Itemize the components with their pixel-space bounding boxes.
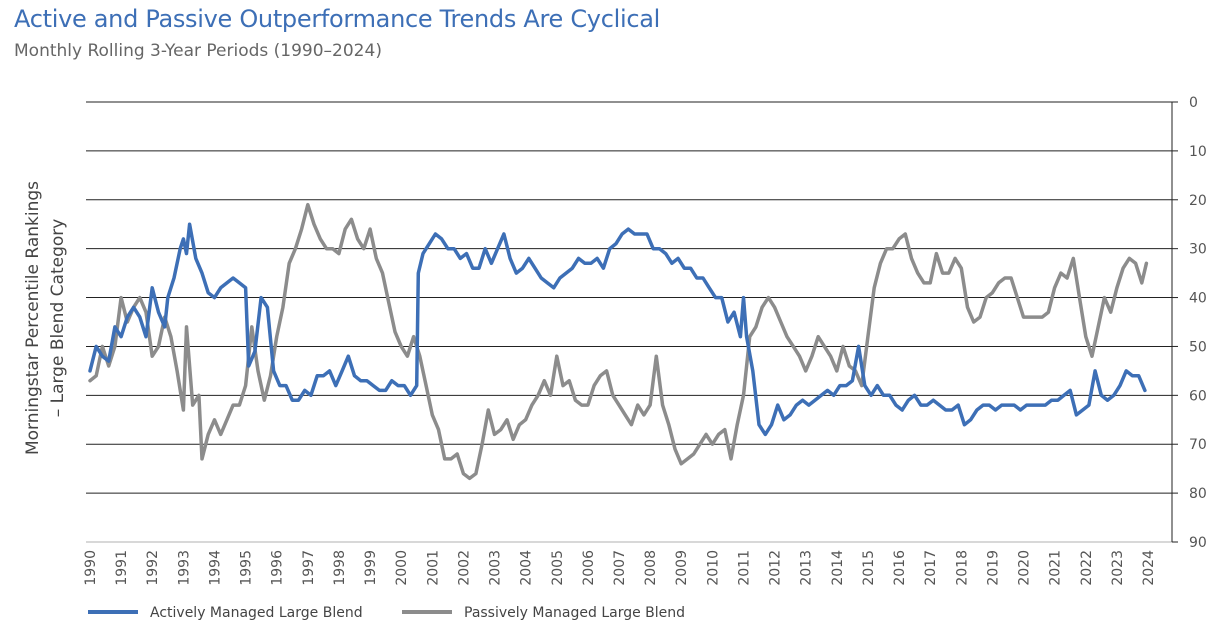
x-tick-label: 2010 [705,550,721,586]
y-tick-label: 90 [1189,535,1207,551]
y-axis-label-line-2: – Large Blend Category [48,219,68,418]
x-tick-label: 2009 [674,550,690,586]
y-tick-label: 80 [1189,486,1207,502]
x-tick-label: 1992 [145,550,161,586]
legend-label-active: Actively Managed Large Blend [150,605,363,621]
x-tick-label: 1991 [114,550,130,586]
series-lines [88,202,1149,481]
x-tick-label: 1998 [332,550,348,586]
x-tick-label: 1994 [207,550,223,586]
x-tick-label: 2022 [1079,550,1095,586]
y-tick-label: 0 [1189,95,1198,111]
series-line-passively-managed [88,202,1149,481]
x-tick-label: 1996 [270,550,286,586]
y-tick-label: 70 [1189,437,1207,453]
x-tick-label: 2003 [488,550,504,586]
series-line-actively-managed [88,222,1147,437]
y-axis-ticks: 0 10 20 30 40 50 60 70 80 90 [1189,95,1207,551]
legend: Actively Managed Large Blend Passively M… [88,605,685,621]
x-tick-label: 2016 [892,550,908,586]
y-tick-label: 30 [1189,242,1207,258]
x-tick-label: 2004 [519,550,535,586]
y-axis-label-line-1: Morningstar Percentile Rankings [23,181,43,455]
y-tick-label: 50 [1189,339,1207,355]
chart-title: Active and Passive Outperformance Trends… [14,5,660,33]
x-tick-label: 2021 [1048,550,1064,586]
chart-subtitle: Monthly Rolling 3-Year Periods (1990–202… [14,41,382,61]
x-tick-label: 2023 [1110,550,1126,586]
x-tick-label: 1993 [176,550,192,586]
x-tick-label: 2008 [643,550,659,586]
legend-label-passive: Passively Managed Large Blend [464,605,685,621]
x-tick-label: 2002 [456,550,472,586]
x-tick-label: 1997 [301,550,317,586]
y-tick-label: 20 [1189,193,1207,209]
x-tick-label: 1995 [239,550,255,586]
y-tick-label: 10 [1189,144,1207,160]
x-tick-label: 2007 [612,550,628,586]
x-tick-label: 1999 [363,550,379,586]
x-tick-label: 2014 [830,550,846,586]
x-tick-label: 2020 [1017,550,1033,586]
x-tick-label: 2019 [985,550,1001,586]
x-tick-label: 2001 [425,550,441,586]
grid-lines [86,101,1178,543]
y-tick-label: 60 [1189,388,1207,404]
x-axis-ticks: 1990 1991 1992 1993 1994 1995 1996 1997 1998 1999… [83,550,1157,586]
x-tick-label: 1990 [83,550,99,586]
x-tick-label: 2005 [550,550,566,586]
x-tick-label: 2012 [768,550,784,586]
x-tick-label: 2013 [799,550,815,586]
y-tick-label: 40 [1189,291,1207,307]
x-tick-label: 2024 [1141,550,1157,586]
x-tick-label: 2011 [736,550,752,586]
x-tick-label: 2000 [394,550,410,586]
x-tick-label: 2017 [923,550,939,586]
x-tick-label: 2015 [861,550,877,586]
x-tick-label: 2018 [954,550,970,586]
x-tick-label: 2006 [581,550,597,586]
